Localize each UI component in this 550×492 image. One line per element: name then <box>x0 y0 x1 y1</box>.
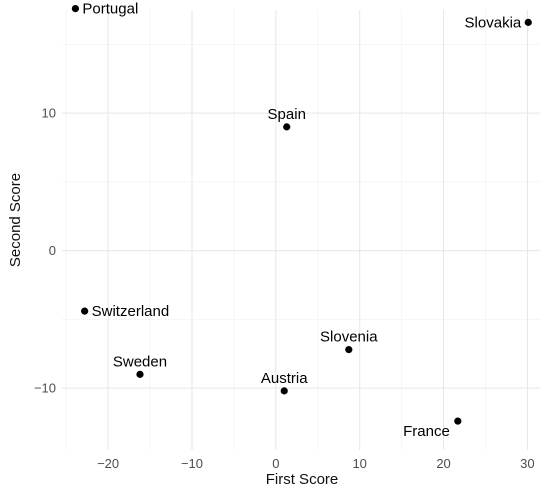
x-tick-label: 0 <box>272 456 279 471</box>
x-axis-title: First Score <box>266 471 339 488</box>
data-point-label: Austria <box>261 370 308 387</box>
x-tick-label: 10 <box>352 456 366 471</box>
x-tick-label: −20 <box>97 456 119 471</box>
data-points <box>71 5 532 425</box>
data-point <box>81 307 89 315</box>
y-axis-title: Second Score <box>7 173 24 267</box>
x-tick-label: −10 <box>181 456 203 471</box>
tick-labels: −20 −10 0 10 20 30 −10 0 10 <box>34 106 535 471</box>
data-point-label: Sweden <box>113 353 167 370</box>
point-labels: Portugal Slovakia Spain Switzerland Slovenia… <box>82 1 521 441</box>
data-point <box>71 5 80 13</box>
data-point <box>454 417 462 425</box>
data-point-label: France <box>403 423 450 440</box>
data-point-label: Switzerland <box>92 303 170 320</box>
x-tick-label: 20 <box>436 456 450 471</box>
data-point-label: Slovenia <box>320 329 378 346</box>
data-point <box>524 18 532 26</box>
data-point <box>283 123 291 131</box>
data-point <box>345 346 353 354</box>
data-point <box>136 370 144 378</box>
y-tick-label: 10 <box>42 106 56 121</box>
data-point-label: Slovakia <box>465 14 522 31</box>
x-tick-label: 30 <box>520 456 534 471</box>
y-tick-label: 0 <box>49 243 56 258</box>
data-point-label: Portugal <box>82 1 138 18</box>
y-tick-label: −10 <box>34 381 56 396</box>
data-point <box>280 387 288 395</box>
grid <box>62 10 540 450</box>
data-point-label: Spain <box>268 106 306 123</box>
